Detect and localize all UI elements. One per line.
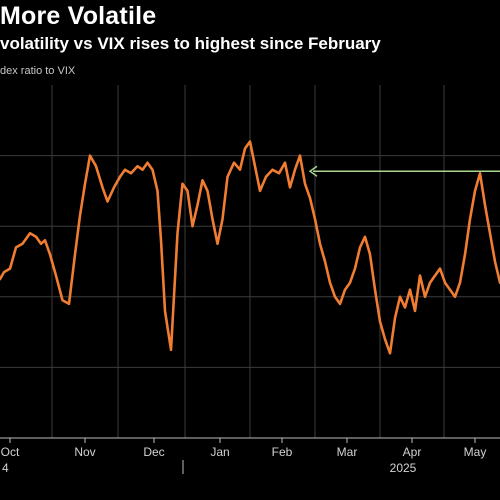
x-tick-label: Apr	[403, 445, 422, 459]
x-tick-label: Feb	[272, 445, 293, 459]
data-line	[0, 140, 500, 355]
x-tick-label: Dec	[143, 445, 164, 459]
year-label: 4	[2, 461, 9, 475]
chart-subtitle: volatility vs VIX rises to highest since…	[0, 34, 381, 53]
x-tick-label: Nov	[74, 445, 95, 459]
x-tick-label: Oct	[1, 445, 20, 459]
annotation-arrow-head	[308, 165, 318, 177]
year-label: 2025	[390, 461, 417, 475]
x-tick-label: Mar	[337, 445, 358, 459]
x-tick-label: May	[464, 445, 487, 459]
x-tick-label: Jan	[210, 445, 229, 459]
chart-title: More Volatile	[0, 2, 157, 30]
series-label: dex ratio to VIX	[0, 65, 76, 77]
